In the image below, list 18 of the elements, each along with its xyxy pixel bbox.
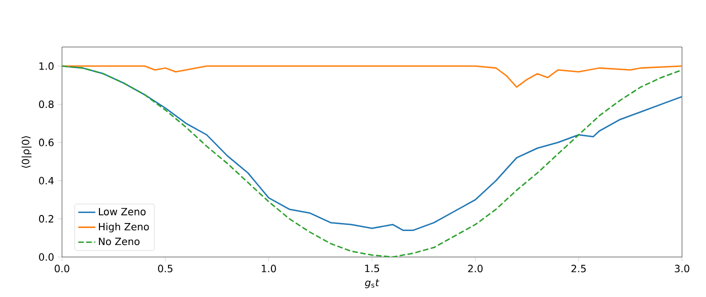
x-tick-label: 2.5 (571, 264, 586, 272)
y-tick-label: 1.0 (39, 62, 54, 70)
x-tick-label: 0.0 (54, 264, 70, 272)
y-tick-label: 0.0 (39, 253, 54, 261)
legend-label: High Zeno (98, 222, 149, 232)
x-axis-title: g$_{s}$t (364, 279, 380, 288)
x-tick-label: 2.0 (468, 264, 483, 272)
y-tick-label: 0.4 (39, 176, 54, 184)
y-tick-label: 0.2 (39, 215, 54, 223)
legend-label: No Zeno (98, 238, 140, 246)
y-tick-label: 0.8 (39, 100, 54, 108)
x-tick-label: 1.5 (365, 264, 380, 272)
y-tick-label: 0.6 (39, 138, 54, 146)
x-tick-label: 0.5 (158, 264, 172, 272)
y-axis-title: ⟨0|ρ|0⟩ (22, 136, 32, 168)
x-tick-label: 1.0 (262, 264, 276, 272)
legend-label: Low Zeno (98, 208, 146, 216)
x-tick-label: 3.0 (674, 264, 690, 272)
